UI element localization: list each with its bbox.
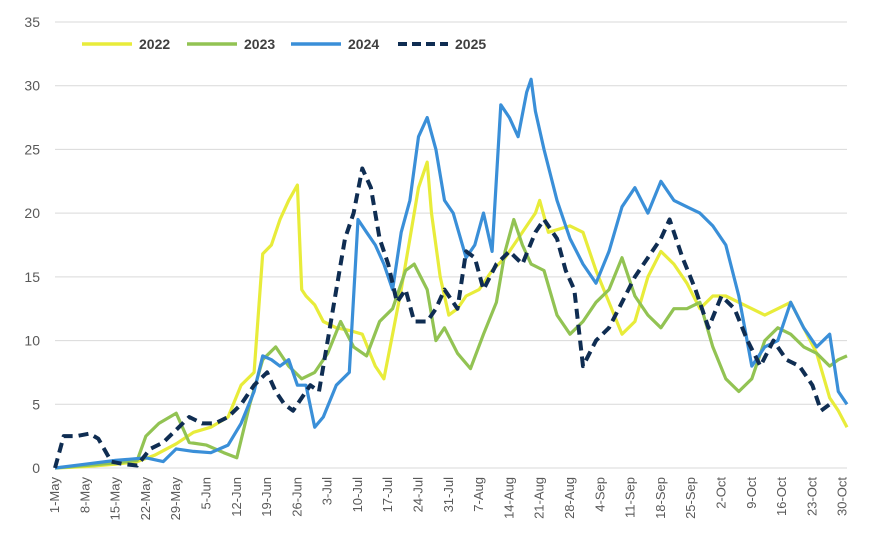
x-tick-label: 9-Oct bbox=[744, 477, 759, 509]
y-tick-label: 35 bbox=[24, 14, 40, 30]
x-tick-label: 28-Aug bbox=[562, 477, 577, 519]
x-tick-label: 22-May bbox=[138, 477, 153, 521]
x-tick-label: 3-Jul bbox=[320, 477, 335, 505]
x-tick-label: 30-Oct bbox=[835, 477, 850, 516]
series-line-2023 bbox=[54, 217, 848, 470]
x-tick-label: 31-Jul bbox=[441, 477, 456, 513]
x-tick-label: 18-Sep bbox=[653, 477, 668, 519]
x-tick-label: 26-Jun bbox=[289, 477, 304, 517]
y-tick-label: 10 bbox=[24, 333, 40, 349]
x-tick-label: 17-Jul bbox=[380, 477, 395, 513]
x-tick-label: 14-Aug bbox=[501, 477, 516, 519]
y-tick-label: 25 bbox=[24, 141, 40, 157]
x-tick-label: 23-Oct bbox=[804, 477, 819, 516]
x-tick-label: 16-Oct bbox=[774, 477, 789, 516]
x-tick-label: 15-May bbox=[108, 477, 123, 521]
y-tick-label: 20 bbox=[24, 205, 40, 221]
legend: 2022 2023 2024 2025 bbox=[82, 36, 486, 52]
x-tick-label: 10-Jul bbox=[350, 477, 365, 513]
x-tick-label: 7-Aug bbox=[471, 477, 486, 512]
series-line-2025 bbox=[53, 166, 831, 469]
x-tick-label: 1-May bbox=[47, 477, 62, 514]
x-tick-label: 4-Sep bbox=[592, 477, 607, 512]
x-tick-label: 24-Jul bbox=[411, 477, 426, 513]
series-line-2024 bbox=[54, 77, 849, 470]
x-tick-label: 25-Sep bbox=[683, 477, 698, 519]
x-tick-label: 21-Aug bbox=[532, 477, 547, 519]
x-tick-label: 12-Jun bbox=[229, 477, 244, 517]
legend-label-2024: 2024 bbox=[348, 36, 379, 52]
x-tick-label: 29-May bbox=[168, 477, 183, 521]
x-tick-label: 19-Jun bbox=[259, 477, 274, 517]
x-tick-label: 2-Oct bbox=[713, 477, 728, 509]
y-tick-label: 5 bbox=[32, 396, 40, 412]
y-tick-label: 30 bbox=[24, 78, 40, 94]
x-tick-label: 11-Sep bbox=[623, 477, 638, 518]
x-axis-tick-labels: 1-May 8-May 15-May 22-May 29-May 5-Jun 12-Jun 1… bbox=[47, 477, 850, 521]
x-tick-label: 5-Jun bbox=[198, 477, 213, 510]
x-tick-label: 8-May bbox=[77, 477, 92, 514]
series-lines bbox=[53, 77, 849, 470]
legend-label-2025: 2025 bbox=[455, 36, 486, 52]
y-axis-tick-labels: 0 5 10 15 20 25 30 35 bbox=[24, 14, 40, 476]
y-gridlines bbox=[55, 21, 847, 469]
legend-label-2023: 2023 bbox=[244, 36, 275, 52]
y-tick-label: 15 bbox=[24, 269, 40, 285]
y-tick-label: 0 bbox=[32, 460, 40, 476]
legend-label-2022: 2022 bbox=[139, 36, 170, 52]
